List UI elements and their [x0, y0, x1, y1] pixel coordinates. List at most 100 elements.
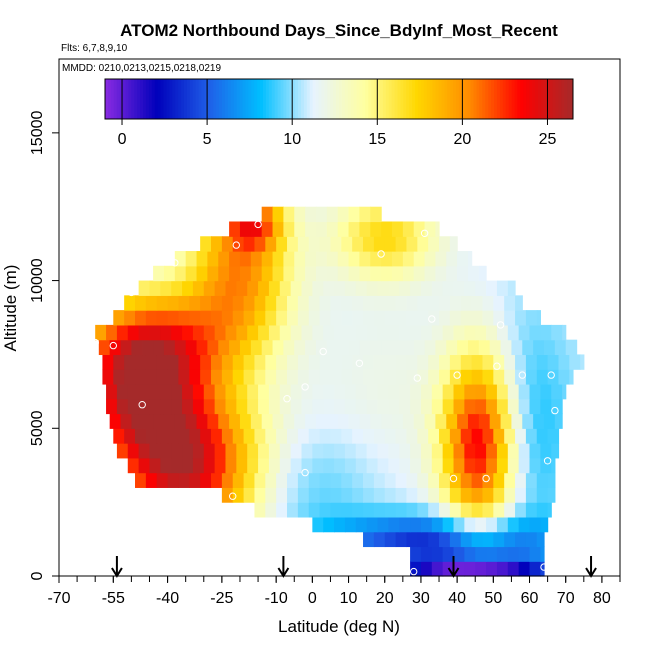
heatmap-cell: [312, 383, 324, 400]
colorbar-segment: [134, 79, 138, 119]
heatmap-cell: [475, 561, 487, 577]
heatmap-cell: [363, 472, 375, 488]
heatmap-cell: [167, 472, 180, 488]
heatmap-cell: [221, 354, 234, 370]
heatmap-cell: [182, 457, 194, 474]
colorbar-segment: [122, 79, 126, 119]
heatmap-cell: [522, 339, 534, 356]
heatmap-cell: [373, 428, 386, 444]
heatmap-cell: [482, 354, 494, 370]
heatmap-cell: [200, 354, 212, 370]
heatmap-cell: [247, 280, 259, 296]
sample-point: [301, 383, 309, 391]
heatmap-cell: [308, 310, 321, 326]
heatmap-cell: [337, 265, 350, 282]
heatmap-cell: [221, 472, 234, 488]
heatmap-cell: [395, 236, 408, 252]
colorbar-segment: [491, 79, 495, 119]
colorbar-segment: [113, 79, 118, 119]
heatmap-cell: [276, 295, 288, 311]
heatmap-cell: [182, 383, 194, 400]
sample-point: [482, 474, 490, 483]
heatmap-cell: [388, 457, 400, 474]
heatmap-cell: [399, 383, 411, 400]
heatmap-cell: [167, 369, 180, 385]
colorbar-segment: [567, 79, 571, 119]
heatmap-cell: [337, 221, 350, 237]
heatmap-cell: [464, 324, 476, 341]
colorbar-segment: [464, 79, 469, 119]
heatmap-cell: [171, 457, 183, 474]
heatmap-cell: [203, 398, 216, 415]
heatmap-cell: [391, 265, 404, 282]
heatmap-cell: [511, 413, 523, 429]
heatmap-cell: [153, 413, 165, 429]
heatmap-cell: [402, 339, 415, 356]
flights-label: Flts: 6,7,8,9,10: [61, 43, 128, 54]
sample-point: [377, 250, 385, 258]
heatmap-cell: [460, 369, 473, 385]
heatmap-cell: [518, 398, 531, 415]
heatmap-cell: [225, 280, 237, 296]
heatmap-cell: [294, 339, 306, 356]
heatmap-cell: [381, 221, 393, 237]
heatmap-cell: [410, 546, 422, 562]
heatmap-cell: [507, 398, 520, 415]
heatmap-cell: [211, 472, 223, 488]
heatmap-cell: [399, 457, 411, 474]
arrow-marker: [447, 556, 460, 578]
heatmap-cell: [478, 265, 487, 282]
colorbar-segment: [505, 79, 510, 119]
heatmap-cell: [551, 398, 563, 415]
heatmap-cell: [518, 457, 531, 474]
colorbar-segment: [309, 79, 314, 119]
colorbar-tick-label: 20: [453, 131, 471, 148]
heatmap-cell: [239, 339, 252, 356]
heatmap-cell: [363, 310, 375, 326]
heatmap-cell: [95, 324, 107, 341]
heatmap-cell: [145, 369, 158, 385]
heatmap-cell: [377, 516, 389, 533]
colorbar-segment: [198, 79, 203, 119]
heatmap-cell: [272, 221, 284, 237]
sample-points: [91, 220, 559, 576]
heatmap-cell: [258, 398, 270, 415]
colorbar-segment: [511, 79, 515, 119]
heatmap-cell: [287, 236, 299, 252]
heatmap-cell: [319, 295, 332, 311]
heatmap-cell: [417, 487, 429, 503]
heatmap-cell: [236, 280, 248, 296]
heatmap-cell: [518, 383, 531, 400]
heatmap-cell: [214, 280, 227, 296]
heatmap-cell: [377, 383, 389, 400]
x-tick-label: -10: [265, 590, 288, 607]
heatmap-cell: [337, 339, 350, 356]
arrows: [111, 556, 597, 578]
colorbar-segment: [397, 79, 401, 119]
heatmap-cell: [406, 487, 418, 503]
heatmap-cell: [370, 413, 382, 429]
heatmap-cell: [149, 324, 161, 341]
heatmap-cell: [536, 531, 545, 548]
heatmap-cell: [399, 516, 411, 533]
colorbar-segment: [107, 79, 112, 119]
heatmap-cell: [258, 280, 270, 296]
heatmap-cell: [529, 561, 541, 577]
heatmap-cell: [493, 487, 505, 503]
heatmap-cell: [239, 413, 252, 429]
heatmap-cell: [135, 428, 147, 444]
heatmap-cell: [341, 369, 353, 385]
heatmap-cell: [449, 502, 462, 518]
heatmap-cell: [254, 295, 266, 311]
heatmap-cell: [160, 280, 172, 296]
heatmap-cell: [334, 280, 346, 296]
heatmap-cell: [395, 487, 408, 503]
heatmap-cell: [189, 310, 201, 326]
heatmap-cell: [486, 546, 498, 562]
colorbar-segment: [195, 79, 200, 119]
sample-point: [410, 567, 418, 576]
heatmap-cell: [297, 428, 310, 444]
x-axis: -70 -55 -40 -25 -10 0 10 20 30 40 50 60 70 80: [47, 575, 621, 607]
heatmap-cell: [399, 324, 411, 341]
heatmap-cell: [395, 369, 408, 385]
